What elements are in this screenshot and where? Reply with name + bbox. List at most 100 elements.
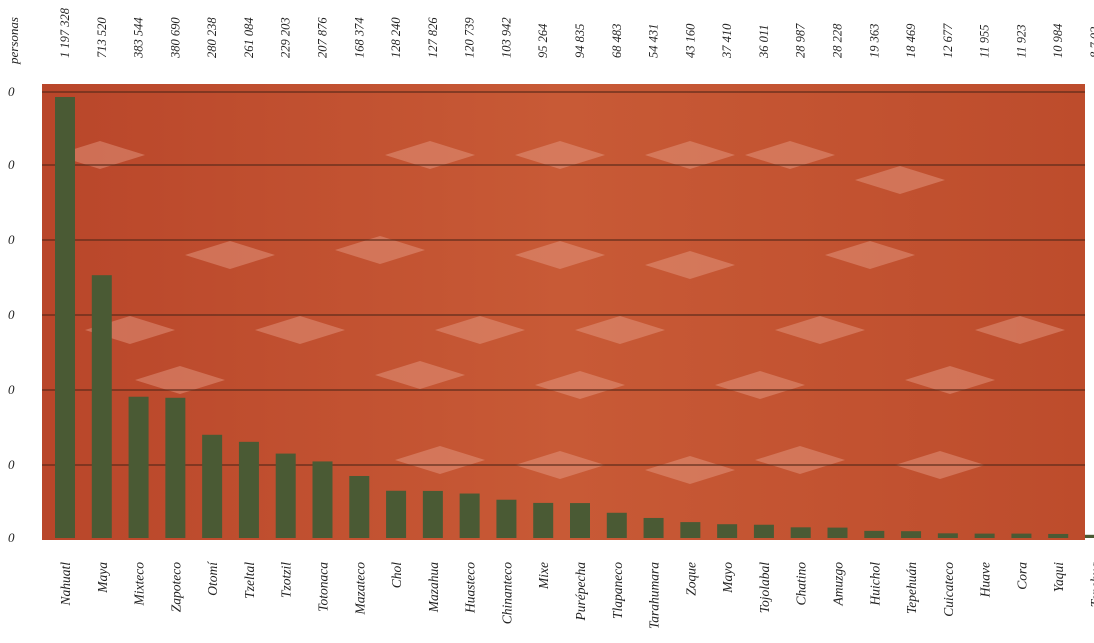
category-label: Chatino: [794, 562, 809, 606]
bar: [349, 475, 370, 538]
pattern-motif: [395, 446, 485, 474]
bar: [1011, 533, 1032, 538]
bar: [974, 533, 995, 538]
pattern-motif: [335, 236, 425, 264]
bar: [680, 522, 701, 538]
value-label: 128 240: [389, 17, 403, 58]
pattern-motif: [825, 241, 915, 269]
value-label: 95 264: [536, 24, 550, 58]
value-label: 280 238: [205, 17, 219, 58]
pattern-motif: [975, 316, 1065, 344]
bar: [1048, 533, 1069, 538]
pattern-motif: [255, 316, 345, 344]
category-label: Tepehua: [1088, 562, 1094, 608]
pattern-motif: [375, 361, 465, 389]
pattern-motif: [775, 316, 865, 344]
bar: [202, 434, 223, 538]
category-label: Mazateco: [352, 562, 367, 616]
category-label: Nahuatl: [58, 562, 73, 607]
bar: [717, 524, 738, 538]
bar: [312, 461, 333, 538]
category-label: Huave: [978, 562, 993, 598]
bar: [1085, 534, 1094, 538]
value-label: 18 469: [904, 23, 918, 58]
value-label: 28 987: [794, 23, 808, 58]
value-label: 127 826: [426, 17, 440, 58]
pattern-motif: [645, 456, 735, 484]
value-label: 19 363: [867, 24, 881, 58]
bar: [901, 531, 922, 538]
category-label: Tlapaneco: [610, 562, 625, 619]
category-label: Mixe: [536, 562, 551, 590]
category-label: Tzeltal: [242, 562, 257, 599]
value-label: 10 984: [1051, 24, 1065, 58]
value-label: 8 7 02: [1088, 27, 1094, 58]
value-label: 120 739: [463, 17, 477, 58]
bar: [606, 512, 627, 538]
value-label: 229 203: [279, 17, 293, 58]
bar: [753, 524, 774, 538]
category-label: Purépecha: [573, 562, 588, 622]
unit-label: personas: [6, 17, 21, 65]
bars: [55, 96, 1094, 538]
pattern-motif: [535, 371, 625, 399]
category-label: Tzotzil: [279, 562, 294, 598]
y-tick-labels: 0 0 0 0 0 0 0: [8, 84, 15, 545]
category-label: Zapoteco: [168, 562, 183, 612]
pattern-motif: [745, 141, 835, 169]
value-label: 11 955: [978, 25, 992, 58]
y-tick-label: 0: [8, 232, 15, 247]
bar: [533, 502, 554, 538]
category-label: Mixteco: [132, 562, 147, 607]
value-label: 37 410: [720, 23, 734, 59]
value-label: 11 923: [1014, 25, 1028, 58]
y-tick-label: 0: [8, 530, 15, 545]
woven-pattern: [55, 141, 1065, 484]
pattern-motif: [645, 141, 735, 169]
y-tick-label: 0: [8, 457, 15, 472]
bar: [55, 96, 75, 538]
category-label: Huasteco: [463, 562, 478, 614]
pattern-motif: [575, 316, 665, 344]
category-label: Chinanteco: [499, 562, 514, 624]
category-label: Mazahua: [426, 562, 441, 613]
bar: [643, 517, 664, 538]
category-label: Mayo: [720, 562, 735, 594]
value-label: 12 677: [941, 23, 955, 58]
value-label: 68 483: [610, 24, 624, 58]
bar: [937, 533, 958, 538]
category-label: Tepehuán: [904, 562, 919, 614]
category-labels: Nahuatl Maya Mixteco Zapoteco Otomí Tzeltal Tz…: [58, 561, 1094, 629]
value-label: 380 690: [168, 17, 182, 59]
pattern-motif: [755, 446, 845, 474]
y-tick-label: 0: [8, 382, 15, 397]
value-label: 36 011: [757, 25, 771, 59]
value-label: 54 431: [647, 24, 661, 58]
bar: [790, 527, 811, 538]
pattern-motif: [855, 166, 945, 194]
y-tick-label: 0: [8, 157, 15, 172]
bar: [386, 490, 407, 538]
pattern-motif: [135, 366, 225, 394]
bar: [128, 396, 149, 538]
category-label: Cuicateco: [941, 562, 956, 617]
bar: [570, 503, 590, 538]
category-label: Amuzgo: [831, 562, 846, 607]
bar: [422, 490, 443, 538]
y-tick-label: 0: [8, 84, 15, 99]
value-label: 713 520: [95, 17, 109, 58]
category-label: Chol: [389, 562, 404, 589]
y-tick-label: 0: [8, 307, 15, 322]
value-label: 207 876: [316, 17, 330, 58]
bar: [864, 530, 885, 538]
bar: [238, 441, 259, 538]
category-label: Tojolabal: [757, 562, 772, 614]
bar: [275, 453, 296, 538]
value-label: 168 374: [352, 17, 366, 58]
pattern-motif: [715, 371, 805, 399]
pattern-motif: [515, 141, 605, 169]
category-label: Yaqui: [1051, 562, 1066, 593]
category-label: Huichol: [867, 562, 882, 607]
pattern-motif: [905, 366, 995, 394]
